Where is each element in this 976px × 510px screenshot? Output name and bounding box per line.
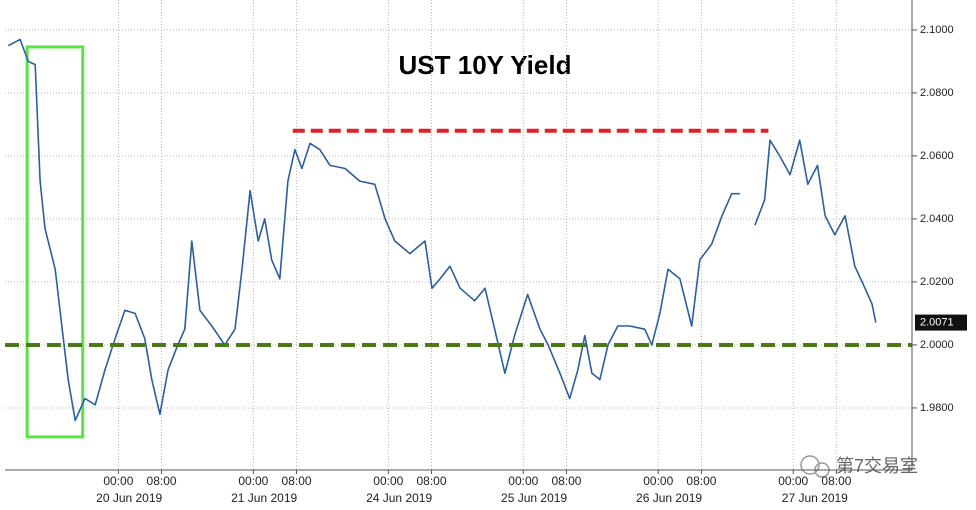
date-label: 27 Jun 2019 <box>782 491 848 505</box>
date-label: 25 Jun 2019 <box>501 491 567 505</box>
last-value-tag <box>915 314 967 331</box>
highlight-box <box>25 45 85 439</box>
x-tick-label: 08:00 <box>282 474 312 488</box>
date-label: 26 Jun 2019 <box>636 491 702 505</box>
y-tick-label: 2.0400 <box>920 213 954 225</box>
x-tick-label: 00:00 <box>103 474 133 488</box>
last-value-label: 2.0071 <box>920 316 954 328</box>
y-tick-label: 2.1000 <box>920 24 954 36</box>
chart-title: UST 10Y Yield <box>399 50 572 80</box>
x-tick-label: 08:00 <box>551 474 581 488</box>
y-tick-label: 2.0000 <box>920 339 954 351</box>
y-tick-label: 1.9800 <box>920 402 954 414</box>
y-tick-label: 2.0600 <box>920 150 954 162</box>
x-tick-label: 00:00 <box>508 474 538 488</box>
x-tick-label: 00:00 <box>373 474 403 488</box>
y-tick-label: 2.0200 <box>920 276 954 288</box>
x-tick-label: 00:00 <box>643 474 673 488</box>
x-tick-label: 08:00 <box>416 474 446 488</box>
x-tick-label: 08:00 <box>686 474 716 488</box>
x-tick-label: 00:00 <box>778 474 808 488</box>
date-label: 20 Jun 2019 <box>96 491 162 505</box>
y-tick-label: 2.0800 <box>920 87 954 99</box>
watermark: 第7交易室 <box>836 456 918 476</box>
x-tick-label: 00:00 <box>238 474 268 488</box>
x-tick-label: 08:00 <box>147 474 177 488</box>
x-tick-label: 08:00 <box>821 474 851 488</box>
date-label: 24 Jun 2019 <box>366 491 432 505</box>
date-label: 21 Jun 2019 <box>231 491 297 505</box>
